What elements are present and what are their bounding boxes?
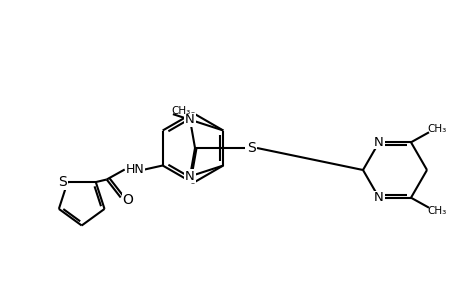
- Text: S: S: [58, 175, 67, 189]
- Text: S: S: [246, 141, 255, 155]
- Text: N: N: [373, 136, 383, 149]
- Text: N: N: [373, 191, 383, 204]
- Text: CH₃: CH₃: [426, 124, 446, 134]
- Text: N: N: [185, 113, 195, 126]
- Text: CH₃: CH₃: [171, 106, 190, 116]
- Text: N: N: [185, 170, 195, 183]
- Text: O: O: [122, 194, 133, 208]
- Text: HN: HN: [125, 163, 144, 176]
- Text: CH₃: CH₃: [426, 206, 446, 216]
